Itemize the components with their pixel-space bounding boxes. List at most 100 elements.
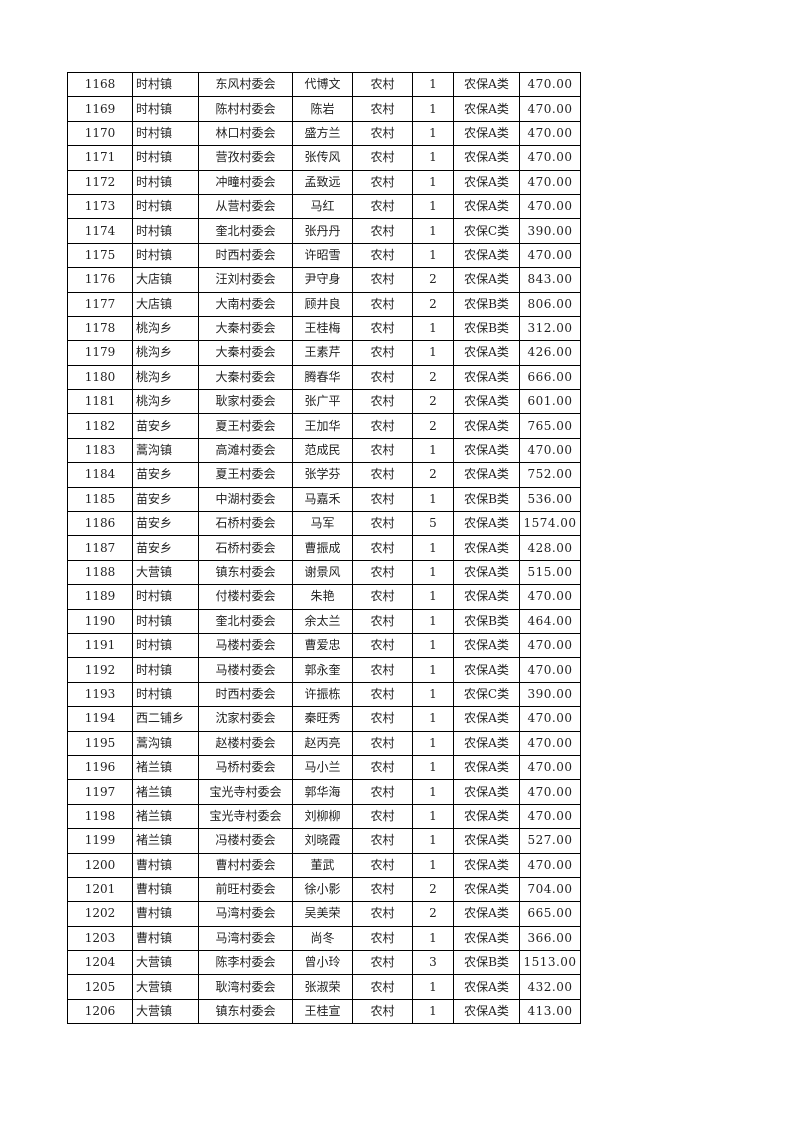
town-cell: 时村镇 (132, 681, 199, 708)
insurance-category-cell: 农保A类 (453, 632, 520, 659)
insurance-category-cell: 农保A类 (453, 925, 520, 952)
table-row: 1172 时村镇 冲疃村委会 孟致远 农村 1 农保A类 470.00 (67, 169, 581, 195)
village-committee-cell: 赵楼村委会 (198, 730, 293, 756)
name-cell: 顾井良 (292, 291, 353, 317)
table-row: 1170 时村镇 林口村委会 盛方兰 农村 1 农保A类 470.00 (67, 120, 581, 147)
member-count-cell: 1 (412, 437, 454, 464)
insurance-category-cell: 农保A类 (453, 364, 520, 391)
table-row: 1168 时村镇 东风村委会 代博文 农村 1 农保A类 470.00 (67, 71, 581, 98)
town-cell: 时村镇 (132, 169, 199, 195)
amount-cell: 366.00 (519, 925, 581, 952)
village-committee-cell: 马湾村委会 (198, 925, 293, 952)
amount-cell: 390.00 (519, 681, 581, 708)
name-cell: 张学芬 (292, 462, 353, 488)
household-type-cell: 农村 (352, 706, 413, 732)
village-committee-cell: 东风村委会 (198, 71, 293, 98)
household-type-cell: 农村 (352, 364, 413, 391)
table-row: 1175 时村镇 时西村委会 许昭雪 农村 1 农保A类 470.00 (67, 242, 581, 269)
name-cell: 秦旺秀 (292, 706, 353, 732)
table-row: 1194 西二铺乡 沈家村委会 秦旺秀 农村 1 农保A类 470.00 (67, 706, 581, 732)
town-cell: 时村镇 (132, 608, 199, 634)
row-number-cell: 1177 (67, 291, 133, 317)
member-count-cell: 1 (412, 730, 454, 756)
town-cell: 曹村镇 (132, 925, 199, 952)
household-type-cell: 农村 (352, 876, 413, 903)
village-committee-cell: 大南村委会 (198, 291, 293, 317)
insurance-category-cell: 农保A类 (453, 120, 520, 147)
table-row: 1169 时村镇 陈村村委会 陈岩 农村 1 农保A类 470.00 (67, 96, 581, 122)
insurance-category-cell: 农保A类 (453, 437, 520, 464)
name-cell: 马小兰 (292, 754, 353, 781)
member-count-cell: 2 (412, 364, 454, 391)
name-cell: 张传风 (292, 145, 353, 171)
row-number-cell: 1174 (67, 218, 133, 244)
table-row: 1198 褚兰镇 宝光寺村委会 刘柳柳 农村 1 农保A类 470.00 (67, 803, 581, 830)
town-cell: 苗安乡 (132, 486, 199, 513)
village-committee-cell: 石桥村委会 (198, 511, 293, 537)
row-number-cell: 1180 (67, 364, 133, 391)
village-committee-cell: 陈村村委会 (198, 96, 293, 122)
town-cell: 苗安乡 (132, 535, 199, 561)
table-row: 1205 大营镇 耿湾村委会 张淑荣 农村 1 农保A类 432.00 (67, 974, 581, 1000)
table-row: 1179 桃沟乡 大秦村委会 王素芹 农村 1 农保A类 426.00 (67, 340, 581, 366)
household-type-cell: 农村 (352, 315, 413, 342)
town-cell: 桃沟乡 (132, 389, 199, 415)
row-number-cell: 1203 (67, 925, 133, 952)
row-number-cell: 1191 (67, 632, 133, 659)
amount-cell: 470.00 (519, 754, 581, 781)
town-cell: 大营镇 (132, 974, 199, 1000)
amount-cell: 1513.00 (519, 950, 581, 976)
member-count-cell: 1 (412, 120, 454, 147)
town-cell: 蒿沟镇 (132, 437, 199, 464)
household-type-cell: 农村 (352, 71, 413, 98)
member-count-cell: 2 (412, 267, 454, 293)
insurance-category-cell: 农保A类 (453, 242, 520, 269)
village-committee-cell: 夏王村委会 (198, 462, 293, 488)
household-type-cell: 农村 (352, 828, 413, 854)
household-type-cell: 农村 (352, 974, 413, 1000)
table-row: 1203 曹村镇 马湾村委会 尚冬 农村 1 农保A类 366.00 (67, 925, 581, 952)
name-cell: 曾小玲 (292, 950, 353, 976)
name-cell: 赵丙亮 (292, 730, 353, 756)
amount-cell: 806.00 (519, 291, 581, 317)
household-type-cell: 农村 (352, 657, 413, 683)
household-type-cell: 农村 (352, 535, 413, 561)
town-cell: 桃沟乡 (132, 340, 199, 366)
village-committee-cell: 宝光寺村委会 (198, 779, 293, 805)
member-count-cell: 1 (412, 657, 454, 683)
household-type-cell: 农村 (352, 242, 413, 269)
row-number-cell: 1200 (67, 852, 133, 878)
amount-cell: 704.00 (519, 876, 581, 903)
household-type-cell: 农村 (352, 267, 413, 293)
row-number-cell: 1171 (67, 145, 133, 171)
town-cell: 大店镇 (132, 291, 199, 317)
name-cell: 王加华 (292, 413, 353, 439)
village-committee-cell: 马楼村委会 (198, 657, 293, 683)
table-row: 1171 时村镇 营孜村委会 张传风 农村 1 农保A类 470.00 (67, 145, 581, 171)
town-cell: 大营镇 (132, 998, 199, 1025)
household-type-cell: 农村 (352, 950, 413, 976)
household-type-cell: 农村 (352, 437, 413, 464)
member-count-cell: 1 (412, 974, 454, 1000)
member-count-cell: 2 (412, 876, 454, 903)
member-count-cell: 1 (412, 706, 454, 732)
amount-cell: 665.00 (519, 901, 581, 927)
village-committee-cell: 马楼村委会 (198, 632, 293, 659)
village-committee-cell: 从营村委会 (198, 193, 293, 220)
table-row: 1187 苗安乡 石桥村委会 曹振成 农村 1 农保A类 428.00 (67, 535, 581, 561)
household-type-cell: 农村 (352, 584, 413, 610)
insurance-category-cell: 农保B类 (453, 608, 520, 634)
member-count-cell: 3 (412, 950, 454, 976)
village-committee-cell: 林口村委会 (198, 120, 293, 147)
name-cell: 张广平 (292, 389, 353, 415)
insurance-category-cell: 农保A类 (453, 828, 520, 854)
town-cell: 蒿沟镇 (132, 730, 199, 756)
town-cell: 曹村镇 (132, 901, 199, 927)
member-count-cell: 1 (412, 754, 454, 781)
row-number-cell: 1181 (67, 389, 133, 415)
name-cell: 朱艳 (292, 584, 353, 610)
household-type-cell: 农村 (352, 486, 413, 513)
member-count-cell: 1 (412, 486, 454, 513)
village-committee-cell: 大秦村委会 (198, 315, 293, 342)
town-cell: 大营镇 (132, 559, 199, 586)
